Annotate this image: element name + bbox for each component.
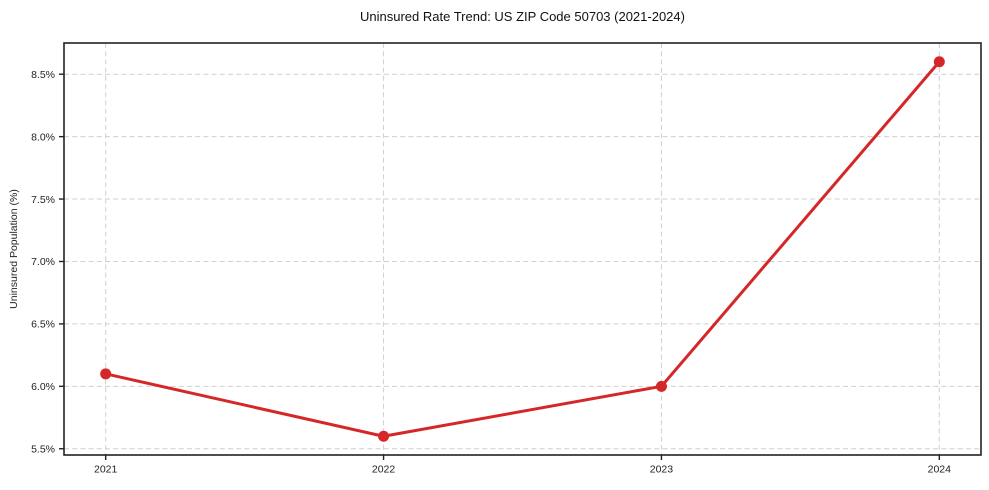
y-tick-label: 8.5% <box>31 69 55 81</box>
x-tick-label: 2022 <box>372 464 396 476</box>
x-tick-label: 2024 <box>928 464 952 476</box>
data-point-marker <box>378 430 390 442</box>
x-tick-label: 2021 <box>94 464 118 476</box>
x-tick-label: 2023 <box>650 464 674 476</box>
chart-title: Uninsured Rate Trend: US ZIP Code 50703 … <box>360 9 685 24</box>
data-point-marker <box>100 368 112 380</box>
y-tick-label: 6.5% <box>31 319 55 331</box>
y-tick-label: 7.0% <box>31 256 55 268</box>
plot-border <box>63 42 982 456</box>
trend-line <box>105 60 941 438</box>
y-tick-label: 6.0% <box>31 381 55 393</box>
y-tick-label: 7.5% <box>31 194 55 206</box>
data-point-marker <box>933 56 945 68</box>
data-point-marker <box>655 380 667 392</box>
y-tick-label: 8.0% <box>31 131 55 143</box>
y-tick-label: 5.5% <box>31 443 55 455</box>
